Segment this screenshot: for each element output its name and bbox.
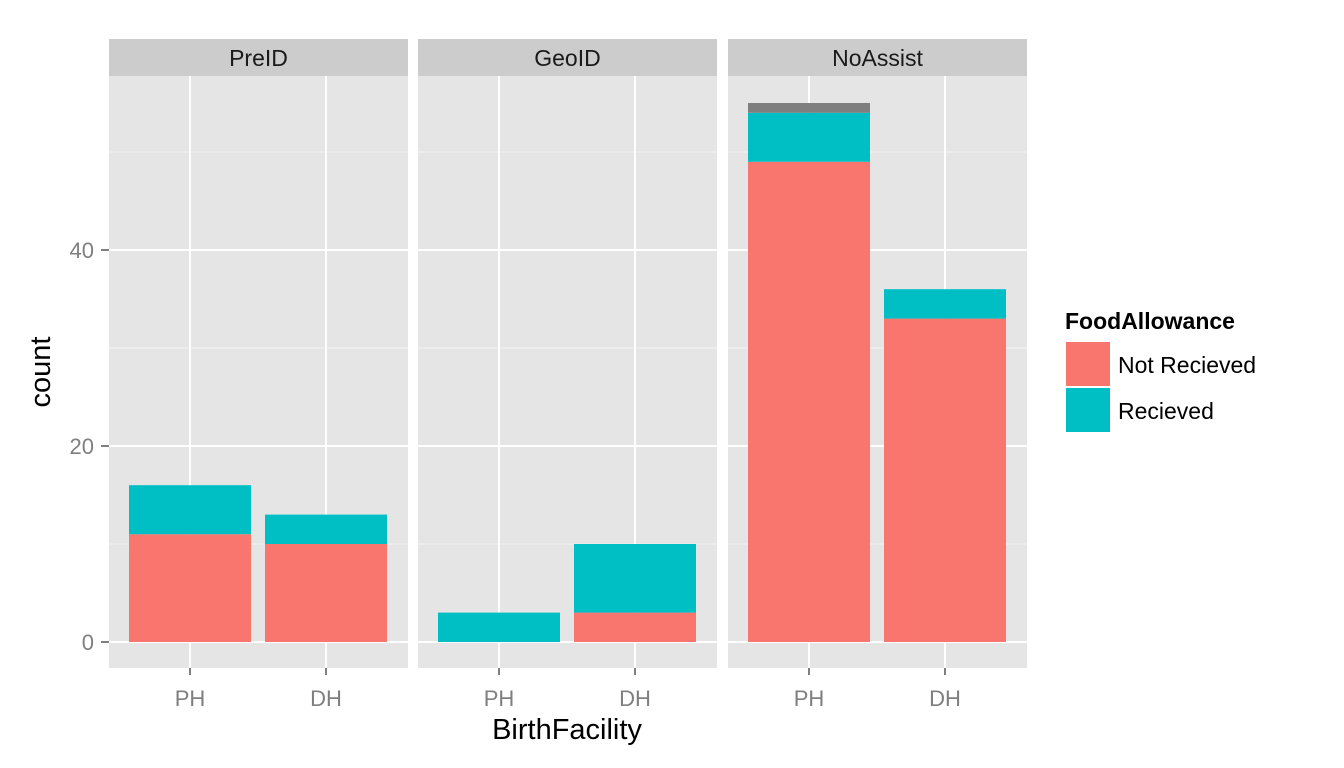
y-tick-label: 20 [70, 434, 94, 459]
legend: FoodAllowance Not Recieved Recieved [1064, 308, 1256, 434]
bar-segment-not-recieved [574, 612, 696, 642]
bar-segment-recieved [265, 514, 387, 544]
bar-segment-not-recieved [265, 544, 387, 642]
x-tick-label: PH [484, 686, 515, 711]
y-tick-label: 0 [82, 630, 94, 655]
legend-swatch-recieved [1066, 388, 1110, 432]
facet-panel-noassist: NoAssist [728, 39, 1027, 668]
bar-segment-not-recieved [884, 318, 1006, 642]
facet-panels: PreID GeoID NoAssist [109, 39, 1027, 668]
legend-label-recieved: Recieved [1118, 398, 1214, 424]
x-axis-title: BirthFacility [492, 714, 642, 746]
facet-panel-preid: PreID [109, 39, 408, 668]
bar-segment-not-recieved [748, 161, 870, 643]
x-tick-label: DH [929, 686, 961, 711]
facet-strip [728, 39, 1027, 76]
facet-strip [109, 39, 408, 76]
facet-panel-geoid: GeoID [418, 39, 717, 668]
bar-segment-not-recieved [129, 534, 251, 642]
bar-segment-recieved [748, 112, 870, 162]
bar-segment-recieved [574, 544, 696, 613]
x-tick-label: PH [794, 686, 825, 711]
legend-title: FoodAllowance [1065, 308, 1235, 334]
bar-segment-na [748, 103, 870, 113]
y-tick-label: 40 [70, 238, 94, 263]
facet-strip [418, 39, 717, 76]
x-tick-label: DH [619, 686, 651, 711]
facet-strip-label: GeoID [534, 45, 600, 71]
legend-label-not-recieved: Not Recieved [1118, 352, 1256, 378]
legend-swatch-not-recieved [1066, 342, 1110, 386]
bar-segment-recieved [884, 289, 1006, 319]
x-tick-label: PH [175, 686, 206, 711]
x-axis: PH DH PH DH PH DH [175, 668, 961, 711]
bar-segment-recieved [438, 612, 560, 642]
y-axis: 0 20 40 [70, 238, 109, 655]
x-tick-label: DH [310, 686, 342, 711]
facet-strip-label: NoAssist [832, 45, 923, 71]
facet-strip-label: PreID [229, 45, 288, 71]
y-axis-title: count [25, 337, 57, 408]
bar-segment-recieved [129, 485, 251, 535]
